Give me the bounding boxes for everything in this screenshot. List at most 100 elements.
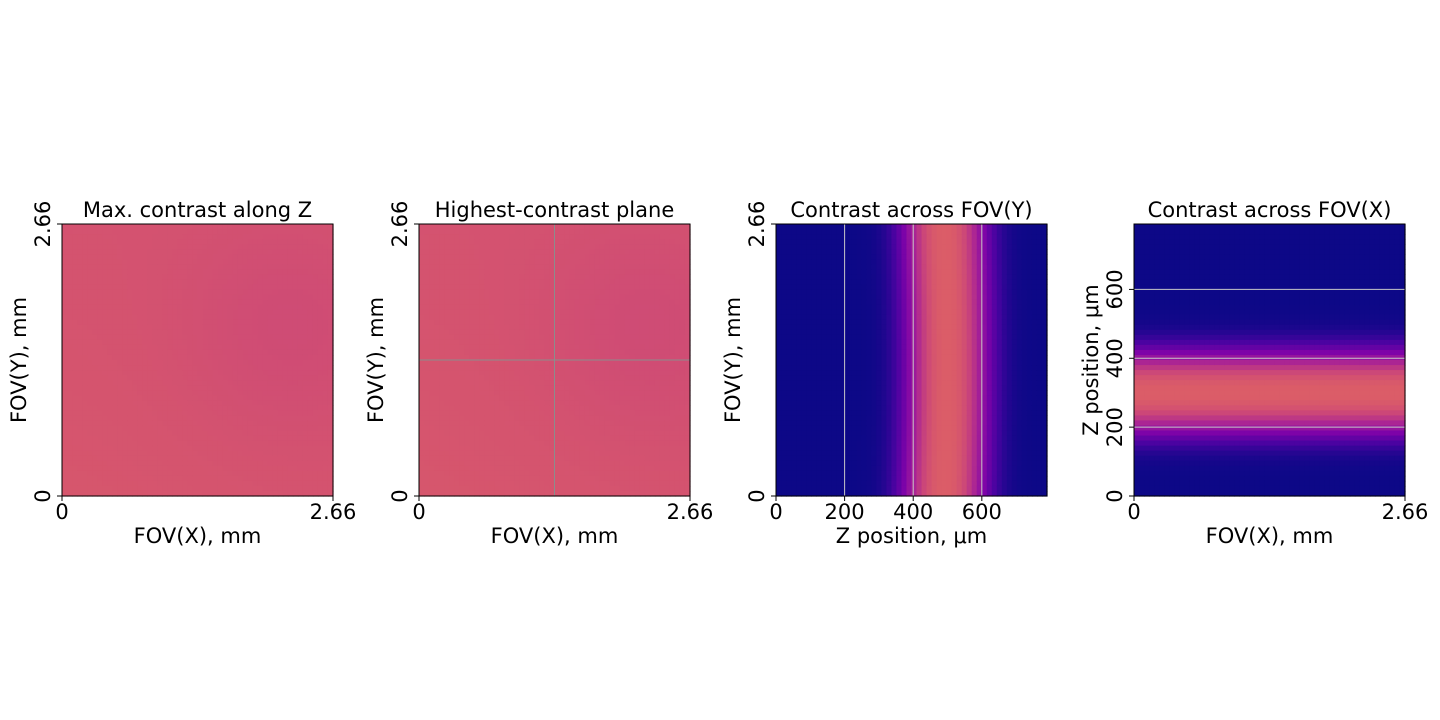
heatmap-cell xyxy=(509,410,515,417)
heatmap-cell xyxy=(142,485,148,492)
heatmap-cell xyxy=(609,274,616,281)
heatmap-cell xyxy=(539,395,546,401)
heatmap-cell xyxy=(479,385,485,391)
heatmap-cell xyxy=(549,229,556,235)
heatmap-cell xyxy=(127,354,133,361)
heatmap-cell xyxy=(302,400,309,406)
heatmap-cell xyxy=(252,244,259,250)
heatmap-cell xyxy=(87,420,93,427)
heatmap-cell xyxy=(232,234,239,240)
heatmap-cell xyxy=(559,294,566,301)
heatmap-cell xyxy=(489,435,495,442)
heatmap-cell xyxy=(494,264,500,270)
heatmap-cell xyxy=(87,405,93,411)
heatmap-cell xyxy=(262,294,269,301)
heatmap-cell xyxy=(494,289,500,296)
heatmap-cell xyxy=(112,400,118,406)
heatmap-cell xyxy=(102,254,108,260)
heatmap-cell xyxy=(237,490,244,497)
heatmap-cell xyxy=(509,445,515,452)
heatmap-cell xyxy=(584,425,591,432)
heatmap-cell xyxy=(544,450,551,457)
heatmap-cell xyxy=(444,259,450,265)
heatmap-cell xyxy=(519,259,525,265)
heatmap-cell xyxy=(232,284,239,291)
heatmap-cell xyxy=(579,460,586,467)
heatmap-cell xyxy=(242,380,249,386)
heatmap-cell xyxy=(564,475,571,482)
heatmap-cell xyxy=(72,475,78,482)
heatmap-cell xyxy=(202,319,209,326)
heatmap-cell xyxy=(267,339,274,346)
heatmap-cell xyxy=(212,254,219,260)
heatmap-cell xyxy=(62,385,68,391)
heatmap-cell xyxy=(599,425,606,432)
heatmap-cell xyxy=(122,490,128,497)
heatmap-cell xyxy=(132,395,138,401)
heatmap-cell xyxy=(82,430,88,437)
heatmap-cell xyxy=(429,284,435,291)
heatmap-cell xyxy=(454,435,460,442)
heatmap-cell xyxy=(564,400,571,406)
heatmap-cell xyxy=(574,234,581,240)
heatmap-cell xyxy=(544,259,551,265)
heatmap-cell xyxy=(242,259,249,265)
heatmap-cell xyxy=(327,405,334,411)
heatmap-cell xyxy=(242,360,249,366)
heatmap-cell xyxy=(147,249,153,255)
heatmap-cell xyxy=(297,314,304,321)
heatmap-cell xyxy=(424,319,430,326)
heatmap-cell xyxy=(87,360,93,366)
heatmap-cell xyxy=(424,289,430,296)
heatmap-cell xyxy=(484,354,490,361)
heatmap-cell xyxy=(599,304,606,311)
heatmap-cell xyxy=(292,465,299,472)
heatmap-cell xyxy=(132,415,138,422)
heatmap-cell xyxy=(82,415,88,422)
heatmap-cell xyxy=(127,400,133,406)
heatmap-cell xyxy=(167,314,174,321)
heatmap-cell xyxy=(494,410,500,417)
heatmap-cell xyxy=(257,375,264,381)
heatmap-cell xyxy=(222,465,229,472)
heatmap-cell xyxy=(237,440,244,447)
heatmap-cell xyxy=(559,420,566,427)
heatmap-cell xyxy=(187,259,194,265)
heatmap-cell xyxy=(327,460,334,467)
heatmap-cell xyxy=(302,370,309,376)
heatmap-cell xyxy=(137,284,143,291)
heatmap-cell xyxy=(529,304,536,311)
heatmap-cell xyxy=(449,284,455,291)
heatmap-cell xyxy=(534,254,541,260)
heatmap-cell xyxy=(489,254,495,260)
heatmap-cell xyxy=(494,269,500,275)
heatmap-cell xyxy=(589,299,596,306)
heatmap-cell xyxy=(107,339,113,346)
heatmap-cell xyxy=(539,450,546,457)
heatmap-cell xyxy=(594,319,601,326)
heatmap-cell xyxy=(569,380,576,386)
heatmap-cell xyxy=(424,400,430,406)
heatmap-cell xyxy=(574,349,581,356)
heatmap-cell xyxy=(267,229,274,235)
heatmap-cell xyxy=(187,289,194,296)
heatmap-cell xyxy=(524,299,531,306)
heatmap-cell xyxy=(197,395,204,401)
heatmap-cell xyxy=(142,294,148,301)
heatmap-cell xyxy=(327,465,334,472)
heatmap-cell xyxy=(172,420,179,427)
heatmap-cell xyxy=(459,289,465,296)
heatmap-cell xyxy=(317,485,324,492)
heatmap-cell xyxy=(584,279,591,286)
heatmap-cell xyxy=(142,254,148,260)
heatmap-cell xyxy=(584,365,591,371)
heatmap-cell xyxy=(604,425,611,432)
heatmap-cell xyxy=(509,224,515,230)
heatmap-cell xyxy=(559,475,566,482)
heatmap-cell xyxy=(292,329,299,336)
heatmap-cell xyxy=(589,284,596,291)
heatmap-cell xyxy=(307,279,314,286)
heatmap-cell xyxy=(157,475,163,482)
heatmap-cell xyxy=(454,244,460,250)
heatmap-cell xyxy=(474,349,480,356)
